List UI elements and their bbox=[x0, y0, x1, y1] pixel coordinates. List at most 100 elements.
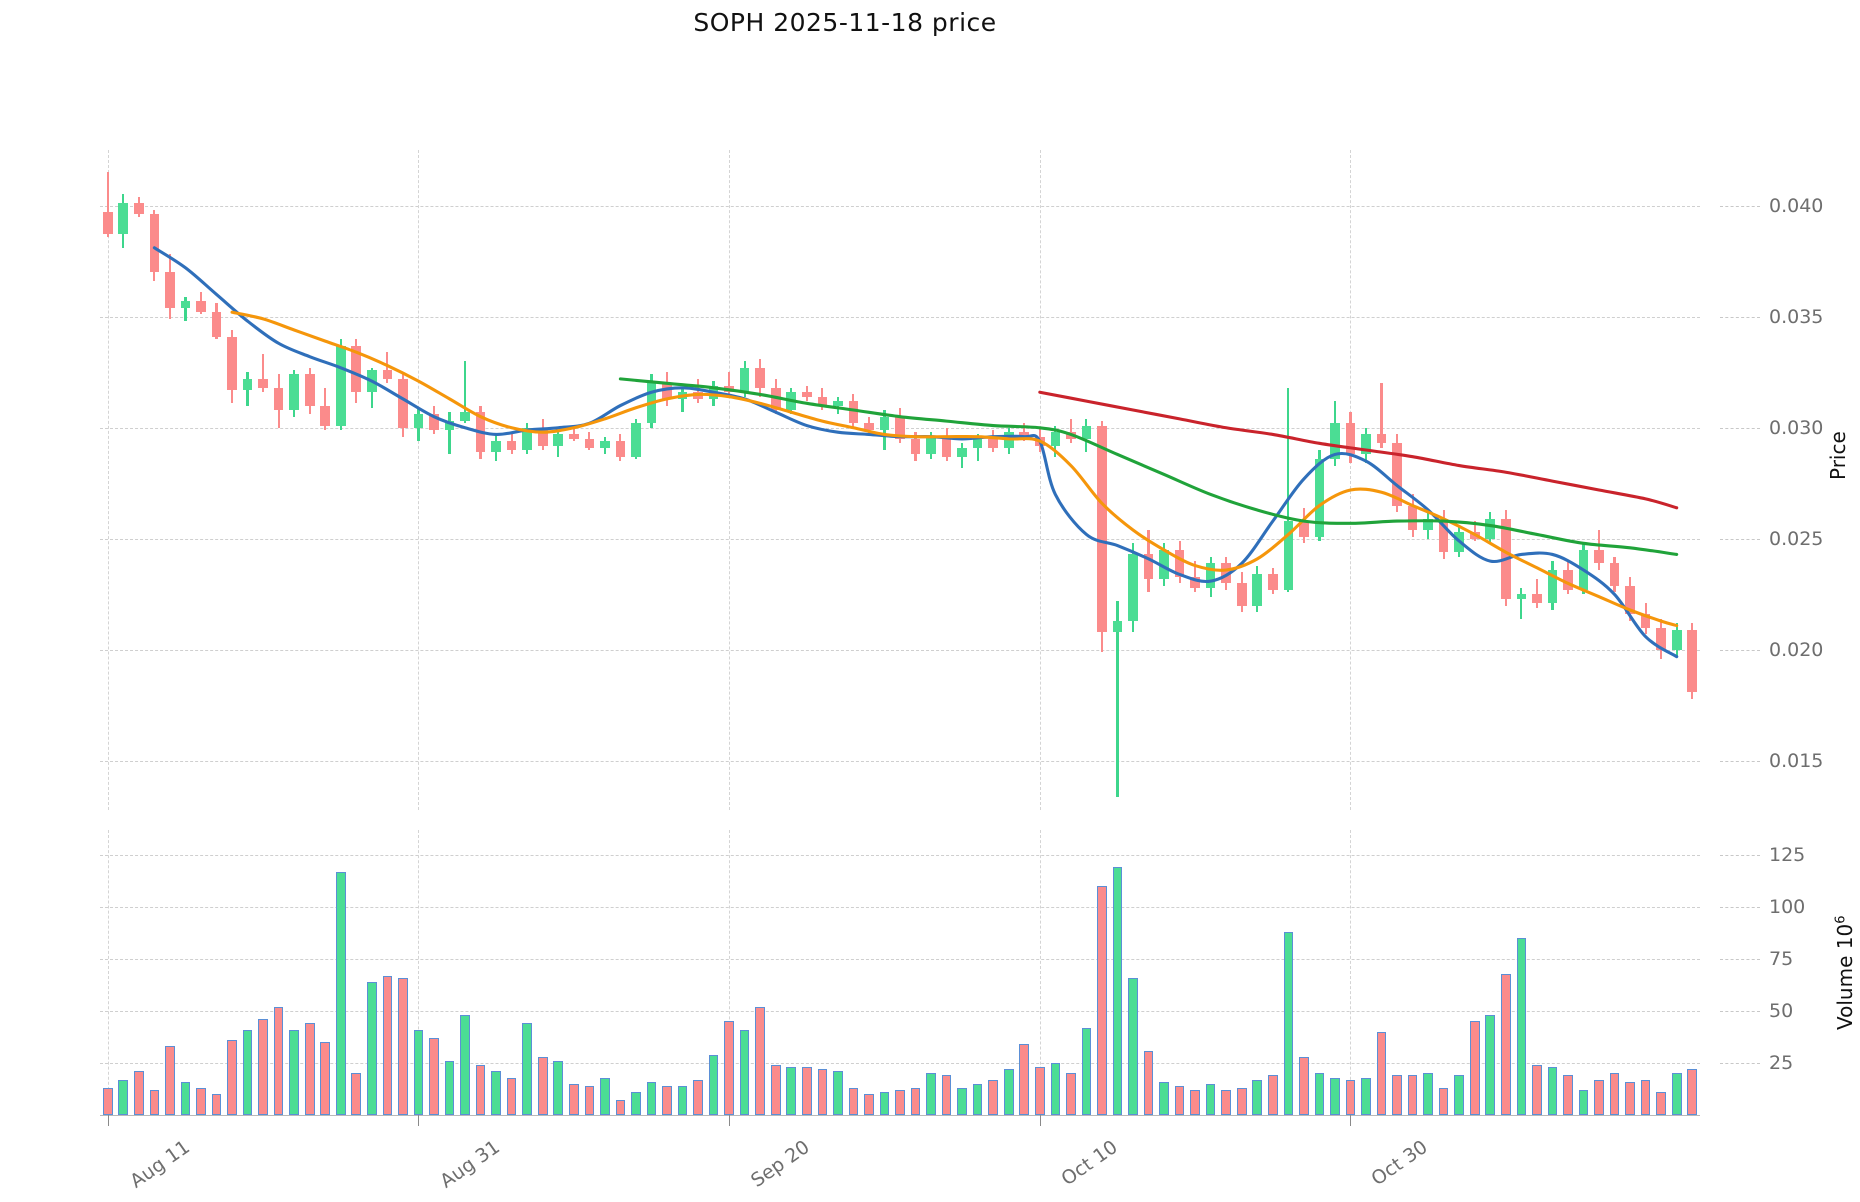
tick-value: 0.040 bbox=[1769, 194, 1824, 217]
candle-body bbox=[351, 345, 362, 393]
volume-bar bbox=[631, 1092, 641, 1115]
volume-bar bbox=[848, 1087, 859, 1115]
candle-wick bbox=[976, 434, 979, 462]
candle-body bbox=[1361, 434, 1371, 455]
x-axis-tick-mark bbox=[418, 1115, 420, 1126]
candlestick bbox=[1438, 150, 1449, 810]
x-axis-tick-label: Oct 10 bbox=[1057, 1136, 1122, 1191]
candlestick bbox=[413, 150, 424, 810]
volume-bar bbox=[1563, 1075, 1573, 1115]
candle-body bbox=[304, 374, 315, 406]
volume-bar bbox=[460, 1015, 470, 1115]
candle-body bbox=[1345, 423, 1356, 455]
candle-body bbox=[1330, 423, 1340, 459]
candlestick bbox=[351, 150, 362, 810]
tick-value: 0.020 bbox=[1769, 639, 1824, 661]
candle-body bbox=[180, 301, 191, 308]
tick-dash bbox=[1720, 761, 1760, 763]
volume-bar bbox=[1625, 1081, 1635, 1115]
volume-bar bbox=[1097, 886, 1107, 1115]
volume-bar bbox=[1392, 1075, 1402, 1115]
volume-bar bbox=[1501, 973, 1511, 1115]
candle-body bbox=[568, 434, 579, 439]
candle-body bbox=[1547, 570, 1558, 604]
candle-body bbox=[227, 336, 237, 390]
axis-tick-label: 0.030 bbox=[1720, 417, 1823, 439]
volume-bar bbox=[165, 1046, 175, 1115]
volume-bar bbox=[1671, 1073, 1682, 1115]
volume-bar bbox=[1283, 931, 1294, 1115]
gridline bbox=[418, 150, 420, 810]
tick-value: 75 bbox=[1769, 947, 1794, 970]
candle-body bbox=[382, 370, 393, 379]
tick-value: 50 bbox=[1769, 999, 1794, 1022]
candlestick bbox=[242, 150, 253, 810]
candle-body bbox=[258, 378, 268, 388]
volume-bar bbox=[258, 1019, 268, 1115]
volume-bar bbox=[786, 1067, 797, 1115]
axis-tick-label: 0.040 bbox=[1720, 195, 1823, 217]
volume-bar bbox=[957, 1087, 967, 1115]
volume-bar bbox=[211, 1094, 222, 1115]
volume-bar bbox=[1159, 1081, 1169, 1115]
candlestick bbox=[149, 150, 160, 810]
volume-bar bbox=[801, 1067, 812, 1115]
candlestick bbox=[1128, 150, 1138, 810]
volume-bar bbox=[724, 1021, 734, 1115]
candlestick bbox=[1563, 150, 1573, 810]
volume-bar bbox=[693, 1079, 703, 1115]
candle-body bbox=[600, 441, 610, 448]
volume-bar bbox=[118, 1079, 129, 1115]
ma-line-ma_mid_orange bbox=[230, 310, 1679, 628]
candlestick bbox=[1268, 150, 1278, 810]
tick-dash bbox=[1720, 1062, 1760, 1064]
candle-wick bbox=[728, 372, 731, 397]
volume-bar bbox=[1034, 1067, 1045, 1115]
volume-bar bbox=[1330, 1077, 1340, 1115]
candle-body bbox=[242, 378, 253, 390]
volume-bar bbox=[1236, 1087, 1247, 1115]
candle-body bbox=[553, 434, 564, 446]
axis-tick-label: 0.035 bbox=[1720, 306, 1823, 328]
candle-body bbox=[864, 423, 874, 430]
volume-bar bbox=[1407, 1075, 1418, 1115]
candle-body bbox=[1563, 570, 1573, 590]
volume-bar bbox=[1252, 1079, 1263, 1115]
candlestick bbox=[335, 150, 346, 810]
candlestick bbox=[506, 150, 517, 810]
candle-body bbox=[320, 405, 331, 426]
candle-body bbox=[491, 441, 501, 453]
candle-wick bbox=[1023, 423, 1026, 442]
tick-dash bbox=[1720, 854, 1760, 856]
gridline bbox=[1039, 830, 1041, 1115]
candle-body bbox=[1081, 425, 1092, 439]
candle-wick bbox=[386, 352, 389, 384]
candle-body bbox=[801, 392, 812, 397]
candlestick bbox=[398, 150, 408, 810]
candlestick bbox=[1532, 150, 1542, 810]
volume-bar bbox=[1423, 1073, 1433, 1115]
volume-bar bbox=[506, 1077, 517, 1115]
candle-body bbox=[941, 436, 952, 457]
chart-title: SOPH 2025-11-18 price bbox=[693, 8, 997, 37]
candle-body bbox=[1112, 621, 1123, 633]
volume-bar bbox=[1081, 1027, 1092, 1115]
candlestick bbox=[833, 150, 843, 810]
candlestick bbox=[1299, 150, 1309, 810]
candlestick bbox=[1656, 150, 1666, 810]
candlestick bbox=[522, 150, 532, 810]
volume-bar bbox=[770, 1065, 781, 1115]
price-axis-label: Price bbox=[1826, 431, 1850, 480]
gridline bbox=[100, 761, 1700, 763]
axis-tick-label: 0.025 bbox=[1720, 528, 1823, 550]
gridline bbox=[100, 538, 1700, 540]
candle-wick bbox=[262, 354, 265, 393]
volume-bar bbox=[522, 1023, 532, 1115]
candle-body bbox=[739, 367, 750, 393]
tick-dash bbox=[1720, 958, 1760, 960]
candlestick bbox=[988, 150, 998, 810]
candlestick bbox=[1640, 150, 1651, 810]
volume-bar bbox=[1050, 1063, 1061, 1115]
candle-body bbox=[1205, 563, 1216, 588]
candlestick bbox=[429, 150, 439, 810]
